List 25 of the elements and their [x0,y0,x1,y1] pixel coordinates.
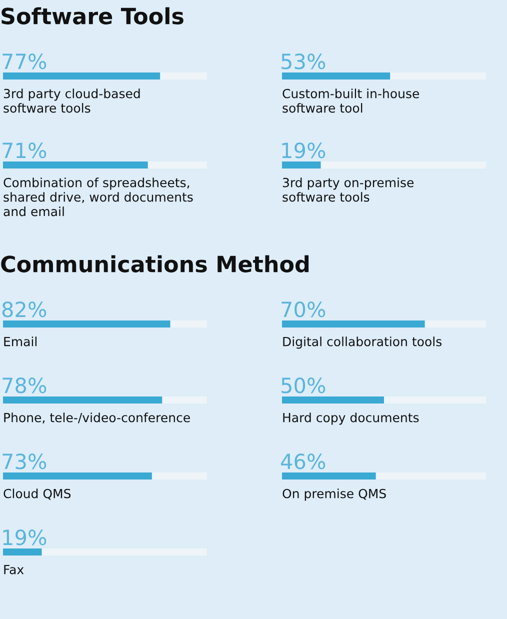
data-label: 46% [280,454,326,470]
chart-title: Software Tools [2,7,184,24]
category-label: Phone, tele-/video-conference [4,412,190,424]
data-label: 77% [2,54,46,70]
data-label: 71% [2,142,46,158]
category-label: Fax [4,564,24,574]
category-label: Digital collaboration tools [283,336,442,349]
category-label: Email [4,336,37,346]
category-label: Hard copy documents [283,412,419,425]
category-label: On premise QMS [282,488,386,501]
data-label: 53% [282,54,326,70]
category-label: Combination of spreadsheets, shared drive, word documents and email [4,178,193,216]
category-label: Custom-built in-house software tool [282,88,420,113]
data-label: 50% [282,378,326,394]
chart-title: Communications Method [1,255,309,272]
data-label: 73% [2,454,46,470]
category-label: 3rd party cloud-based software tools [4,88,140,113]
category-label: 3rd party on-premise software tools [282,178,414,202]
category-label: Cloud QMS [4,488,71,500]
data-label: 19% [282,142,326,158]
data-label: 78% [2,378,46,394]
data-label: 70% [282,302,326,318]
data-label: 82% [2,302,46,318]
data-label: 19% [3,530,46,546]
bar [3,548,42,556]
